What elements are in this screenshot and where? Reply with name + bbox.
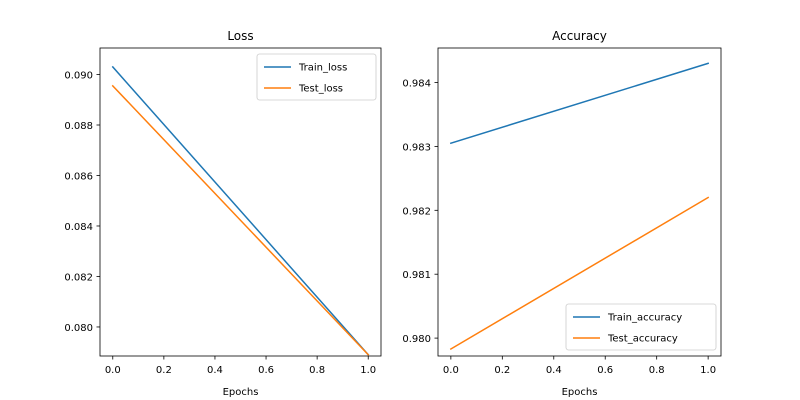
accuracy-x-tick-label: 0.8 — [649, 365, 665, 376]
accuracy-x-tick-label: 0.0 — [443, 365, 459, 376]
accuracy-x-tick-label: 0.4 — [546, 365, 562, 376]
loss-x-tick-label: 0.4 — [207, 365, 223, 376]
loss-legend-label: Test_loss — [298, 84, 343, 95]
accuracy-legend-box — [565, 303, 717, 351]
loss-x-tick-label: 0.0 — [105, 365, 121, 376]
loss-x-tick-label: 1.0 — [360, 365, 376, 376]
accuracy-y-tick-label: 0.980 — [402, 334, 431, 345]
accuracy-y-tick-label: 0.982 — [402, 206, 431, 217]
accuracy-x-tick-label: 0.2 — [494, 365, 510, 376]
loss-axes-frame — [99, 47, 382, 357]
accuracy-legend-label: Train_accuracy — [607, 313, 682, 324]
accuracy-series-line-test-accuracy — [449, 196, 710, 350]
accuracy-legend: Train_accuracy Test_accuracy — [565, 303, 717, 351]
loss-x-tick-label: 0.8 — [309, 365, 325, 376]
accuracy-series-line-train-accuracy — [449, 62, 710, 145]
loss-y-tick-label: 0.084 — [64, 222, 93, 233]
loss-y-tick-label: 0.088 — [64, 121, 93, 132]
accuracy-x-tick-label: 0.6 — [597, 365, 613, 376]
loss-x-axis-label: Epochs — [223, 387, 259, 398]
loss-series-line-train-loss — [111, 65, 370, 356]
loss-x-tick-label: 0.6 — [258, 365, 274, 376]
loss-y-tick-label: 0.086 — [64, 171, 93, 182]
accuracy-x-axis-label: Epochs — [562, 387, 598, 398]
loss-chart-title: Loss — [227, 29, 253, 43]
accuracy-chart-title: Accuracy — [552, 29, 607, 43]
accuracy-y-tick-label: 0.983 — [402, 142, 431, 153]
loss-x-tick-label: 0.2 — [156, 365, 172, 376]
loss-legend-label: Train_loss — [298, 63, 347, 74]
accuracy-chart: 0.0 0.2 0.4 0.6 0.8 1.0 0.980 0.981 0.982 0.983 0.… — [402, 29, 722, 398]
loss-legend: Train_loss Test_loss — [256, 53, 377, 101]
loss-series-line-test-loss — [111, 84, 370, 356]
loss-y-tick-label: 0.090 — [64, 71, 93, 82]
loss-y-tick-label: 0.082 — [64, 272, 93, 283]
loss-chart: 0.0 0.2 0.4 0.6 0.8 1.0 0.080 0.082 0.084 0.086 0.… — [64, 29, 382, 398]
accuracy-y-tick-label: 0.984 — [402, 79, 431, 90]
accuracy-y-tick-label: 0.981 — [402, 270, 431, 281]
loss-y-tick-label: 0.080 — [64, 323, 93, 334]
accuracy-legend-label: Test_accuracy — [607, 334, 678, 345]
accuracy-x-tick-label: 1.0 — [700, 365, 716, 376]
accuracy-axes-frame — [437, 47, 722, 357]
